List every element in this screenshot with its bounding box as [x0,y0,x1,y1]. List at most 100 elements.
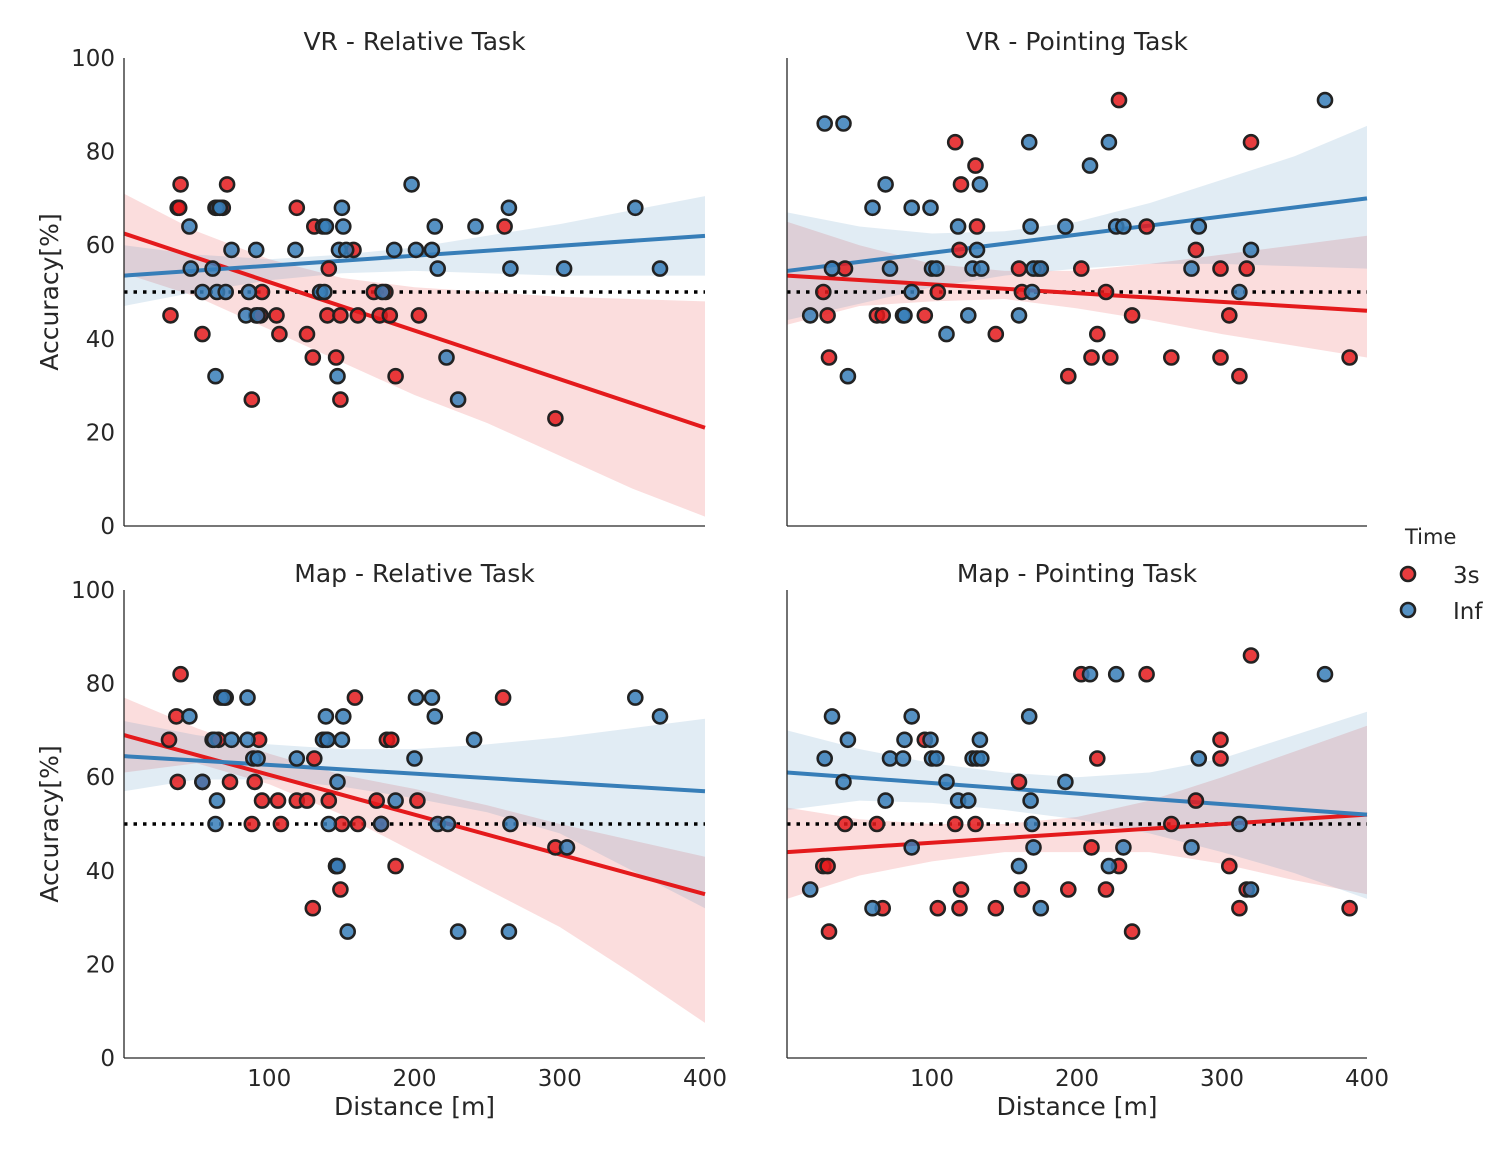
data-point [1107,665,1125,683]
data-point [1242,647,1260,664]
regression-line-Inf [123,754,706,794]
data-point [334,218,352,235]
data-point [1242,241,1260,259]
data-point [1221,307,1238,324]
data-point [496,218,513,235]
data-point [1022,792,1039,809]
data-point [877,176,894,193]
data-point [881,260,899,277]
data-point [181,218,198,235]
data-point [938,773,955,791]
data-point [1183,839,1200,856]
data-point [332,881,349,898]
data-point [928,750,945,767]
data-point [465,731,483,749]
data-point [1212,750,1229,767]
data-point [971,731,989,749]
data-point [1083,839,1100,856]
data-point [972,750,990,767]
series-3s [814,647,1358,940]
data-point [1316,665,1334,683]
data-point [1242,133,1260,151]
data-point [1060,367,1077,385]
data-point [1089,325,1106,343]
data-point [1163,815,1180,833]
y-tick-label: 60 [86,765,115,791]
legend-label: 3s [1453,563,1480,589]
data-point [409,792,426,809]
data-point [337,241,355,259]
panel-title: Map - Pointing Task [957,559,1198,588]
data-point [387,857,404,875]
data-point [626,199,644,217]
data-point [1187,241,1205,259]
data-point [1231,367,1248,385]
data-point [896,731,913,749]
data-point [288,750,306,767]
y-tick-label: 100 [71,46,115,72]
ci-band-3s [787,221,1367,358]
data-point [823,708,841,725]
data-point [819,307,836,324]
data-point [626,689,644,706]
ci-band-3s [787,725,1367,899]
data-point [959,792,977,809]
data-point [502,815,519,833]
data-point [304,899,322,917]
data-point [938,325,955,343]
data-point [1032,260,1050,277]
data-point [922,199,939,217]
data-point [182,260,200,277]
data-point [239,731,256,749]
data-point [929,283,947,301]
data-point [1190,218,1208,235]
data-point [172,176,189,193]
data-point [801,307,819,324]
data-point [243,815,261,833]
data-point [968,241,986,259]
data-point [1022,218,1039,235]
data-point [1212,731,1229,749]
ci-band-3s [124,193,705,517]
data-point [874,307,892,324]
data-point [368,792,386,809]
data-point [339,923,357,940]
data-point [406,750,423,767]
data-point [1013,881,1031,898]
panel-title: VR - Pointing Task [966,27,1189,56]
data-point [320,260,338,277]
data-point [1089,750,1106,767]
data-point [801,881,819,898]
data-point [651,260,669,277]
data-point [952,881,970,898]
data-point [820,349,838,366]
data-point [268,307,285,324]
data-point [894,750,912,767]
x-tick-label: 300 [538,1066,582,1092]
series-Inf [181,689,669,940]
ci-band-3s [124,697,705,1023]
data-point [971,176,989,193]
data-point [239,689,256,706]
data-point [439,815,457,833]
data-point [410,307,428,324]
legend-title: Time [1404,525,1456,549]
data-point [500,199,518,217]
data-point [211,199,229,217]
data-point [820,923,838,940]
data-point [332,307,349,324]
data-point [1183,260,1200,277]
data-point [1081,665,1099,683]
data-point [972,260,990,277]
data-point [317,708,335,725]
series-Inf [801,665,1334,917]
x-tick-label: 200 [1055,1066,1099,1092]
data-point [1163,349,1180,366]
data-point [835,773,852,791]
regression-line-Inf [786,196,1368,273]
data-point [217,283,234,301]
data-point [382,731,400,749]
data-point [868,815,886,833]
